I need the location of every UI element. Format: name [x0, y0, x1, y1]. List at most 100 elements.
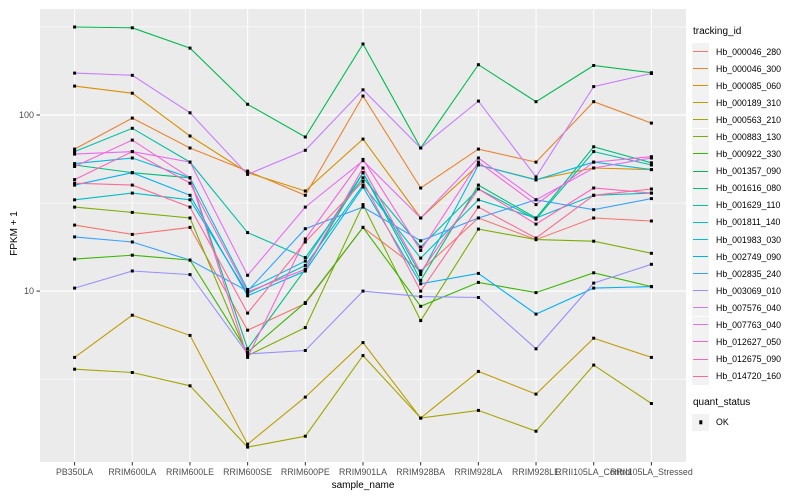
legend-key-line-icon [693, 204, 708, 206]
legend-item-label: Hb_007763_040 [716, 320, 782, 331]
legend-key-line-icon [693, 67, 708, 69]
data-point-Hb_003069_010 [303, 349, 307, 352]
data-point-Hb_001983_030 [476, 163, 480, 167]
legend-item-Hb_001357_090: Hb_001357_090 [692, 162, 798, 180]
data-point-Hb_000085_060 [246, 171, 250, 175]
data-point-Hb_012675_090 [534, 222, 538, 226]
legend-key-line-icon [693, 290, 708, 292]
data-point-Hb_014720_160 [419, 289, 423, 293]
data-point-Hb_001811_140 [534, 216, 538, 220]
data-point-Hb_000085_060 [73, 84, 77, 88]
data-point-Hb_001357_090 [303, 135, 307, 139]
data-point-Hb_012675_090 [130, 150, 134, 154]
data-point-Hb_012675_090 [592, 186, 596, 190]
data-point-Hb_003069_010 [246, 352, 250, 356]
data-point-Hb_012627_050 [303, 237, 307, 241]
data-point-Hb_000922_330 [419, 304, 423, 308]
data-point-Hb_002749_090 [592, 286, 596, 290]
data-point-Hb_000563_210 [130, 371, 134, 374]
data-point-Hb_000922_330 [303, 301, 307, 305]
data-point-Hb_000046_280 [188, 225, 192, 229]
data-point-Hb_000046_300 [246, 169, 250, 173]
data-point-Hb_012675_090 [476, 187, 480, 191]
data-point-Hb_002749_090 [476, 271, 480, 275]
data-point-Hb_003069_010 [592, 281, 596, 285]
data-point-Hb_000046_300 [649, 121, 653, 125]
data-point-Hb_000189_310 [188, 333, 192, 337]
data-point-Hb_007763_040 [73, 152, 77, 156]
legend-item-label: Hb_001357_090 [716, 166, 782, 177]
data-point-Hb_000046_300 [592, 100, 596, 104]
data-point-Hb_000883_130 [303, 326, 307, 330]
data-point-Hb_000046_300 [303, 193, 307, 197]
data-point-Hb_001629_110 [592, 150, 596, 154]
data-point-Hb_001983_030 [649, 168, 653, 172]
legend-key [692, 111, 709, 129]
legend-key [692, 282, 709, 300]
data-point-Hb_001616_080 [592, 145, 596, 149]
x-tick-label: RRIM901LA [339, 467, 387, 477]
data-point-Hb_012627_050 [188, 176, 192, 180]
data-point-Hb_002835_240 [361, 205, 365, 209]
data-point-Hb_007763_040 [246, 273, 250, 277]
legend-key [692, 299, 709, 317]
legend-item-label: OK [716, 417, 729, 428]
data-point-Hb_007576_040 [649, 72, 653, 75]
data-point-Hb_014720_160 [246, 311, 250, 315]
legend-item-label: Hb_001616_080 [716, 183, 782, 194]
data-point-Hb_007763_040 [188, 160, 192, 164]
legend-item-label: Hb_002835_240 [716, 268, 782, 279]
data-point-Hb_001629_110 [246, 231, 250, 235]
data-point-Hb_001811_140 [73, 198, 77, 202]
data-point-Hb_002835_240 [130, 240, 134, 244]
data-point-Hb_000883_130 [73, 205, 77, 209]
x-tick-label: RRII105LA_Stressed [610, 467, 693, 477]
data-point-Hb_000085_060 [361, 137, 365, 141]
data-point-Hb_001357_090 [361, 42, 365, 46]
data-point-Hb_001357_090 [534, 100, 538, 104]
data-point-Hb_002835_240 [419, 239, 423, 243]
data-point-Hb_003069_010 [188, 273, 192, 277]
data-point-Hb_012675_090 [303, 267, 307, 271]
legend-item-label: Hb_012627_050 [716, 337, 782, 348]
legend-item-Hb_000046_280: Hb_000046_280 [692, 43, 798, 61]
data-point-Hb_001629_110 [419, 245, 423, 249]
legend-key [692, 43, 709, 61]
legend-key-line-icon [693, 136, 708, 138]
data-point-Hb_000046_300 [188, 146, 192, 150]
data-point-Hb_000046_280 [592, 216, 596, 220]
legend-item-label: Hb_000922_330 [716, 149, 782, 160]
legend-key [692, 213, 709, 231]
legend-item-Hb_012627_050: Hb_012627_050 [692, 333, 798, 351]
data-point-Hb_014720_160 [303, 240, 307, 244]
data-point-Hb_002835_240 [188, 258, 192, 262]
data-point-Hb_000085_060 [130, 91, 134, 95]
data-point-Hb_000189_310 [303, 395, 307, 399]
legend-item-label: Hb_002749_090 [716, 251, 782, 262]
legend-item-label: Hb_007576_040 [716, 302, 782, 313]
data-point-Hb_001811_140 [188, 198, 192, 202]
data-point-Hb_002749_090 [361, 185, 365, 189]
legend-key-line-icon [693, 307, 708, 309]
data-point-Hb_001357_090 [130, 26, 134, 30]
legend-key-line-icon [693, 273, 708, 275]
data-point-Hb_012675_090 [361, 166, 365, 170]
data-point-Hb_000883_130 [246, 354, 250, 358]
data-point-Hb_001811_140 [361, 183, 365, 187]
legend-gap [692, 385, 798, 397]
legend-key-line-icon [693, 187, 708, 189]
legend-item-label: Hb_000563_210 [716, 114, 782, 125]
data-point-Hb_000085_060 [188, 134, 192, 138]
legend-key-line-icon [693, 238, 708, 240]
data-point-Hb_012627_050 [419, 249, 423, 252]
legend-item-label: Hb_001983_030 [716, 234, 782, 245]
legend-items: Hb_000046_280 Hb_000046_300 Hb_000085_060 H… [692, 43, 798, 385]
data-point-Hb_002749_090 [303, 269, 307, 273]
data-point-Hb_000883_130 [188, 216, 192, 220]
data-point-Hb_000189_310 [476, 369, 480, 373]
data-point-Hb_000189_310 [649, 355, 653, 359]
data-point-Hb_014720_160 [592, 193, 596, 197]
data-point-Hb_002835_240 [73, 235, 77, 239]
data-point-Hb_000563_210 [534, 429, 538, 433]
